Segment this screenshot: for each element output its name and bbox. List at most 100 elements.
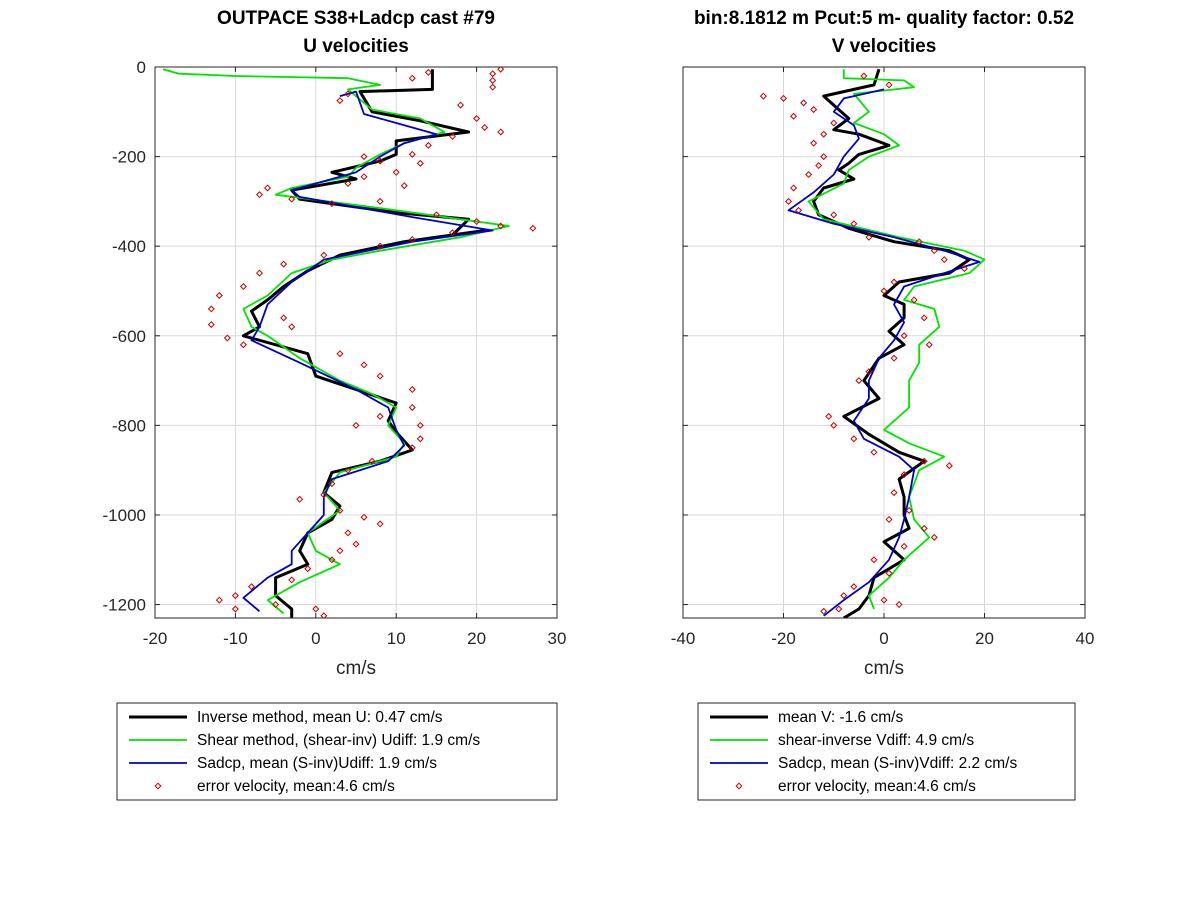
error-velocity-point xyxy=(870,556,878,564)
plot-area xyxy=(759,68,986,618)
error-velocity-point xyxy=(473,218,481,226)
error-velocity-point xyxy=(288,323,296,331)
error-velocity-point xyxy=(820,607,828,615)
error-velocity-point xyxy=(296,495,304,503)
error-velocity-point xyxy=(336,547,344,555)
legend-label-2: Sadcp, mean (S-inv)Vdiff: 2.2 cm/s xyxy=(778,755,1017,772)
error-velocity-point xyxy=(288,576,296,584)
error-velocity-point xyxy=(920,457,928,465)
error-velocity-point xyxy=(850,435,858,443)
v-velocity-legend: mean V: -1.6 cm/s shear-inverse Vdiff: 4.… xyxy=(697,702,1076,801)
error-velocity-point xyxy=(408,235,416,243)
legend-label-1: Shear method, (shear-inv) Udiff: 1.9 cm/… xyxy=(197,732,480,749)
error-velocity-point xyxy=(408,74,416,82)
error-velocity-point xyxy=(497,222,505,230)
error-velocity-point xyxy=(840,592,848,600)
error-velocity-point xyxy=(272,601,280,609)
error-velocity-point xyxy=(376,372,384,380)
error-velocity-point xyxy=(376,520,384,528)
error-velocity-point xyxy=(368,457,376,465)
error-velocity-point xyxy=(830,211,838,219)
error-velocity-point xyxy=(810,106,818,114)
error-velocity-point xyxy=(930,247,938,255)
y-tick-label: -600 xyxy=(112,327,146,346)
error-velocity-point xyxy=(481,123,489,131)
error-velocity-point xyxy=(376,157,384,165)
x-tick-label: -20 xyxy=(771,629,796,648)
error-velocity-point xyxy=(328,480,336,488)
error-velocity-point xyxy=(231,605,239,613)
error-velocity-point xyxy=(231,592,239,600)
error-velocity-point xyxy=(940,256,948,264)
error-velocity-point xyxy=(930,533,938,541)
error-velocity-point xyxy=(416,159,424,167)
error-velocity-point xyxy=(320,491,328,499)
error-velocity-point xyxy=(408,444,416,452)
error-velocity-point xyxy=(247,583,255,591)
error-velocity-point xyxy=(288,195,296,203)
x-tick-label: 20 xyxy=(467,629,486,648)
error-velocity-point xyxy=(457,101,465,109)
error-velocity-point xyxy=(280,260,288,268)
error-velocity-point xyxy=(344,466,352,474)
axes-background xyxy=(155,67,557,618)
x-tick-label: 0 xyxy=(879,629,888,648)
x-tick-label: 10 xyxy=(387,629,406,648)
legend-label-2: Sadcp, mean (S-inv)Udiff: 1.9 cm/s xyxy=(197,755,437,772)
error-velocity-point xyxy=(820,130,828,138)
error-velocity-point xyxy=(820,153,828,161)
error-velocity-point xyxy=(785,197,793,205)
x-tick-label: 40 xyxy=(1076,629,1095,648)
legend-label-3: error velocity, mean:4.6 cm/s xyxy=(778,778,976,795)
error-velocity-point xyxy=(489,76,497,84)
error-velocity-point xyxy=(915,238,923,246)
error-velocity-point xyxy=(239,341,247,349)
error-velocity-point xyxy=(215,291,223,299)
error-velocity-point xyxy=(850,583,858,591)
error-velocity-point xyxy=(865,233,873,241)
error-velocity-point xyxy=(497,128,505,136)
plot-area xyxy=(162,67,537,618)
x-tick-label: -40 xyxy=(671,629,696,648)
error-velocity-point xyxy=(497,67,505,73)
error-velocity-point xyxy=(835,605,843,613)
error-velocity-point xyxy=(408,386,416,394)
error-velocity-point xyxy=(759,92,767,100)
error-velocity-point xyxy=(344,90,352,98)
error-velocity-point xyxy=(320,612,328,618)
error-velocity-point xyxy=(336,97,344,105)
error-velocity-point xyxy=(885,515,893,523)
series-line-0 xyxy=(812,68,971,618)
error-velocity-point xyxy=(489,70,497,78)
error-velocity-point xyxy=(790,184,798,192)
error-velocity-point xyxy=(910,296,918,304)
legend-box xyxy=(697,702,1076,801)
error-velocity-point xyxy=(960,265,968,273)
legend-label-3: error velocity, mean:4.6 cm/s xyxy=(197,778,395,795)
error-velocity-point xyxy=(239,282,247,291)
error-velocity-point xyxy=(352,540,360,548)
error-velocity-point xyxy=(336,506,344,514)
error-velocity-point xyxy=(830,421,838,429)
error-velocity-point xyxy=(376,412,384,420)
error-velocity-point xyxy=(790,112,798,120)
error-velocity-point xyxy=(905,506,913,514)
x-tick-label: 30 xyxy=(548,629,567,648)
error-velocity-point xyxy=(900,471,908,479)
error-velocity-point xyxy=(885,81,893,89)
error-velocity-point xyxy=(885,569,893,577)
error-velocity-point xyxy=(328,556,336,564)
axes-box xyxy=(154,66,558,619)
error-velocity-point xyxy=(900,542,908,550)
y-tick-label: -800 xyxy=(112,416,146,435)
x-tick-label: -10 xyxy=(223,629,248,648)
error-velocity-point xyxy=(805,171,813,179)
error-velocity-point xyxy=(900,332,908,340)
series-line-2 xyxy=(787,88,981,617)
error-velocity-point xyxy=(855,377,863,385)
x-tick-label: -20 xyxy=(143,629,168,648)
error-velocity-point xyxy=(416,421,424,429)
error-velocity-point xyxy=(207,321,215,329)
series-line-0 xyxy=(241,69,487,618)
